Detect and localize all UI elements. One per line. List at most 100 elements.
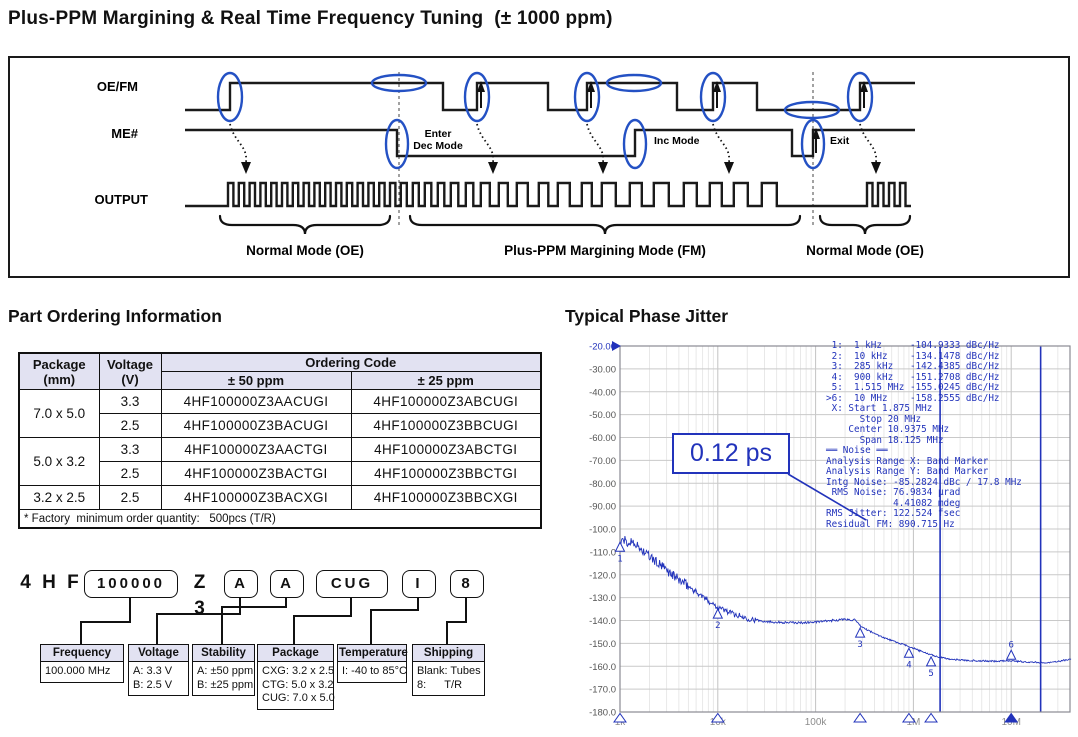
code-cell: 4HF100000Z3BBCXGI — [350, 485, 542, 510]
decoder-field-title: Temperature — [338, 645, 408, 662]
table-row: 2.5 4HF100000Z3BACTGI 4HF100000Z3BBCTGI — [19, 461, 542, 486]
rising-edge-arrows — [477, 81, 868, 153]
code-cell: 4HF100000Z3BBCTGI — [350, 461, 542, 486]
oefm-waveform — [185, 81, 915, 112]
sample-point-arrows — [229, 123, 881, 174]
jitter-section-title: Typical Phase Jitter — [565, 306, 729, 326]
pn-frequency-box: 100000 — [84, 570, 178, 598]
decoder-field-values: A: 3.3 V B: 2.5 V — [133, 665, 173, 691]
code-cell: 4HF100000Z3BACUGI — [160, 413, 352, 438]
mode-braces — [218, 214, 912, 235]
col-header-ordering-code: Ordering Code — [160, 352, 542, 372]
svg-text:-20.00: -20.00 — [589, 342, 616, 353]
decoder-field-values: Blank: Tubes 8: T/R — [417, 665, 481, 691]
package-cell: 7.0 x 5.0 — [18, 389, 100, 438]
exit-label: Exit — [830, 135, 850, 147]
signal-label-output: OUTPUT — [95, 192, 149, 207]
svg-text:-30.00: -30.00 — [589, 364, 616, 375]
decoder-field-stability: Stability A: ±50 ppm B: ±25 ppm — [192, 644, 255, 696]
svg-text:-40.00: -40.00 — [589, 387, 616, 398]
package-cell: 3.2 x 2.5 — [18, 485, 100, 510]
code-cell: 4HF100000Z3AACTGI — [160, 437, 352, 462]
svg-text:-160.0: -160.0 — [589, 662, 616, 673]
decoder-field-voltage: Voltage A: 3.3 V B: 2.5 V — [128, 644, 189, 696]
table-row: 3.2 x 2.5 2.5 4HF100000Z3BACXGI 4HF10000… — [18, 485, 542, 510]
decoder-field-values: CXG: 3.2 x 2.5 CTG: 5.0 x 3.2 CUG: 7.0 x… — [262, 665, 335, 704]
decoder-connector-lines — [80, 598, 467, 645]
edge-highlight-ellipses — [216, 71, 874, 170]
decoder-field-title: Stability — [193, 645, 254, 662]
pn-package-box: CUG — [316, 570, 388, 598]
code-cell: 4HF100000Z3BBCUGI — [350, 413, 542, 438]
svg-text:-170.0: -170.0 — [589, 685, 616, 696]
table-footnote: * Factory minimum order quantity: 500pcs… — [18, 509, 542, 529]
mode-label-normal-1: Normal Mode (OE) — [246, 243, 364, 258]
table-row: 7.0 x 5.0 3.3 4HF100000Z3AACUGI 4HF10000… — [18, 389, 542, 438]
svg-text:5: 5 — [928, 669, 933, 679]
signal-label-oefm: OE/FM — [97, 79, 138, 94]
ordering-table: Package (mm) Voltage (V) Ordering Code ±… — [18, 352, 542, 529]
svg-text:4: 4 — [906, 660, 911, 670]
decoder-field-values: 100.000 MHz — [45, 665, 111, 677]
code-cell: 4HF100000Z3ABCTGI — [350, 437, 542, 462]
code-cell: 4HF100000Z3BACTGI — [160, 461, 352, 486]
svg-text:100k: 100k — [805, 717, 828, 728]
jitter-callout: 0.12 ps — [672, 433, 790, 474]
decoder-field-frequency: Frequency 100.000 MHz — [40, 644, 124, 683]
voltage-cell: 3.3 — [98, 389, 162, 414]
code-cell: 4HF100000Z3AACUGI — [160, 389, 352, 414]
output-waveform — [185, 181, 911, 208]
decoder-field-shipping: Shipping Blank: Tubes 8: T/R — [412, 644, 485, 696]
inc-mode-label: Inc Mode — [654, 135, 700, 147]
pn-mid: Z 3 — [183, 570, 219, 619]
table-row: 5.0 x 3.2 3.3 4HF100000Z3AACTGI 4HF10000… — [18, 437, 542, 486]
chart-readout: 1: 1 kHz -104.9333 dBc/Hz 2: 10 kHz -134… — [826, 340, 1022, 530]
decoder-field-values: A: ±50 ppm B: ±25 ppm — [197, 665, 254, 691]
col-header-voltage: Voltage (V) — [98, 352, 162, 390]
pn-shipping-box: 8 — [450, 570, 484, 598]
code-cell: 4HF100000Z3BACXGI — [160, 485, 352, 510]
page-title: Plus-PPM Margining & Real Time Frequency… — [8, 8, 613, 29]
pn-temperature-box: I — [402, 570, 436, 598]
decoder-field-title: Shipping — [413, 645, 484, 662]
mode-label-margining: Plus-PPM Margining Mode (FM) — [504, 243, 706, 258]
svg-text:3: 3 — [857, 640, 862, 650]
mode-label-normal-2: Normal Mode (OE) — [806, 243, 924, 258]
me-waveform — [185, 128, 915, 158]
decoder-field-values: I: -40 to 85°C — [342, 665, 407, 677]
svg-text:-130.0: -130.0 — [589, 593, 616, 604]
svg-text:-110.0: -110.0 — [590, 547, 616, 558]
pn-prefix: 4 H F — [20, 570, 82, 596]
pn-voltage-box: A — [224, 570, 258, 598]
pn-stability-box: A — [270, 570, 304, 598]
package-cell: 5.0 x 3.2 — [18, 437, 100, 486]
svg-text:2: 2 — [715, 621, 720, 631]
decoder-field-package: Package CXG: 3.2 x 2.5 CTG: 5.0 x 3.2 CUG… — [257, 644, 335, 710]
svg-text:-90.00: -90.00 — [589, 502, 616, 513]
svg-text:-140.0: -140.0 — [589, 616, 616, 627]
footnote-row: * Factory minimum order quantity: 500pcs… — [18, 509, 542, 529]
svg-text:-180.0: -180.0 — [589, 708, 616, 719]
svg-text:6: 6 — [1008, 640, 1013, 650]
col-header-50ppm: ± 50 ppm — [160, 371, 352, 390]
enter-dec-mode-label: Dec Mode — [413, 140, 463, 152]
decoder-field-title: Frequency — [41, 645, 123, 662]
phase-jitter-chart: -20.00 -30.00 -40.00 -50.00 -60.00 -70.00 -80.… — [560, 334, 1078, 737]
voltage-cell: 2.5 — [98, 485, 162, 510]
svg-text:-70.00: -70.00 — [589, 456, 616, 467]
decoder-field-title: Voltage — [129, 645, 188, 662]
svg-text:-50.00: -50.00 — [589, 410, 616, 421]
voltage-cell: 2.5 — [98, 413, 162, 438]
svg-text:-120.0: -120.0 — [589, 570, 616, 581]
svg-text:1: 1 — [617, 554, 622, 564]
voltage-cell: 2.5 — [98, 461, 162, 486]
svg-text:-80.00: -80.00 — [589, 479, 616, 490]
col-header-package: Package (mm) — [18, 352, 100, 390]
phase-noise-plot: -20.00 -30.00 -40.00 -50.00 -60.00 -70.00 -80.… — [589, 341, 1072, 728]
svg-text:-60.00: -60.00 — [589, 433, 616, 444]
col-header-25ppm: ± 25 ppm — [350, 371, 542, 390]
signal-label-me: ME# — [111, 126, 139, 141]
decoder-field-title: Package — [258, 645, 333, 662]
part-number-decoder: 4 H F 100000 Z 3 A A CUG I 8 Frequency 10… — [0, 555, 545, 737]
decoder-field-temperature: Temperature I: -40 to 85°C — [337, 644, 408, 683]
